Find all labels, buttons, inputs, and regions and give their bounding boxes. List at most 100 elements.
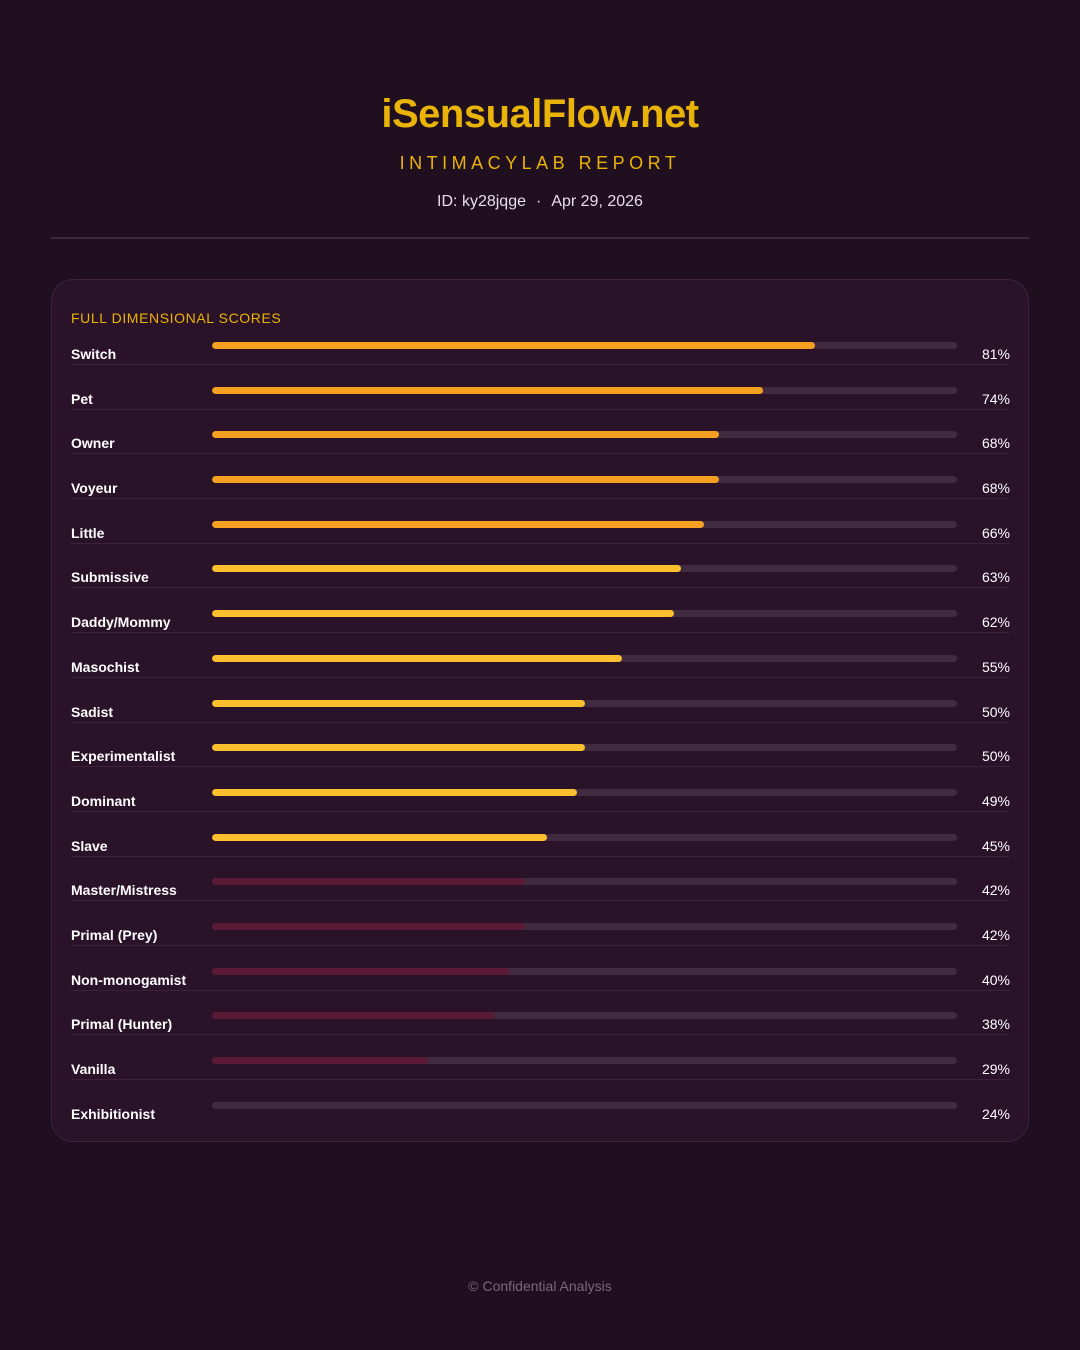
score-bar-track	[212, 744, 957, 752]
row-divider	[71, 721, 1010, 723]
score-bar-track	[212, 342, 957, 349]
score-value: 50%	[981, 748, 1010, 765]
score-row: Dominant 49%	[71, 783, 1010, 828]
header-divider	[51, 237, 1029, 239]
scores-card-title: FULL DIMENSIONAL SCORES	[71, 310, 282, 326]
score-bar-fill	[212, 878, 525, 886]
score-label: Submissive	[71, 569, 149, 586]
row-divider	[71, 766, 1010, 768]
row-divider	[71, 900, 1010, 902]
score-value: 63%	[981, 569, 1010, 586]
score-value: 66%	[981, 524, 1010, 541]
score-bar-track	[212, 476, 957, 484]
row-divider	[71, 542, 1010, 544]
row-divider	[71, 676, 1010, 678]
score-bar-track	[212, 699, 957, 707]
score-value: 29%	[981, 1061, 1010, 1077]
score-row: Experimentalist 50%	[71, 738, 1010, 783]
score-value: 50%	[981, 703, 1010, 720]
score-row: Primal (Prey) 42%	[71, 917, 1010, 962]
score-bar-track	[212, 610, 957, 618]
score-label: Exhibitionist	[71, 1105, 155, 1122]
row-divider	[71, 632, 1010, 634]
score-label: Masochist	[71, 658, 140, 675]
score-value: 62%	[981, 614, 1010, 631]
score-value: 55%	[981, 658, 1010, 675]
row-divider	[71, 944, 1010, 946]
score-value: 68%	[981, 435, 1010, 452]
row-divider	[71, 453, 1010, 455]
score-row: Owner 68%	[71, 425, 1010, 470]
score-label: Dominant	[71, 792, 136, 809]
score-bar-fill	[212, 386, 764, 394]
scores-card: FULL DIMENSIONAL SCORES Switch 81% Pet 74% O…	[51, 279, 1029, 1142]
score-value: 81%	[981, 346, 1010, 362]
score-label: Voyeur	[71, 480, 118, 497]
report-meta: ID: ky28jqge · Apr 29, 2026	[0, 191, 1080, 213]
row-divider	[71, 810, 1010, 812]
score-bar-fill	[212, 1012, 496, 1020]
score-bar-track	[212, 878, 957, 886]
row-divider	[71, 408, 1010, 410]
score-label: Pet	[71, 390, 93, 407]
score-bar-fill	[212, 744, 585, 752]
score-bar-fill	[212, 1057, 429, 1064]
score-label: Primal (Hunter)	[71, 1016, 173, 1033]
score-bar-track	[212, 654, 957, 662]
row-divider	[71, 364, 1010, 365]
score-row: Masochist 55%	[71, 649, 1010, 694]
score-bar-track	[212, 520, 957, 528]
score-label: Sadist	[71, 703, 114, 720]
row-divider	[71, 989, 1010, 991]
report-id: ID: ky28jqge	[437, 193, 526, 210]
score-value: 42%	[981, 926, 1010, 943]
score-label: Vanilla	[71, 1061, 116, 1077]
score-bar-fill	[212, 476, 719, 484]
meta-separator: ·	[535, 193, 542, 210]
score-row: Slave 45%	[71, 828, 1010, 873]
score-row: Non-monogamist 40%	[71, 962, 1010, 1007]
report-date: Apr 29, 2026	[551, 193, 643, 210]
score-value: 38%	[981, 1016, 1010, 1033]
score-bar-track	[212, 565, 957, 573]
row-divider	[71, 1079, 1010, 1080]
footer-note: © Confidential Analysis	[468, 1278, 612, 1294]
row-divider	[71, 587, 1010, 589]
score-label: Non-monogamist	[71, 971, 187, 988]
score-bar-fill	[212, 833, 548, 841]
score-bar-track	[212, 788, 957, 796]
score-bar-track	[212, 386, 957, 394]
score-bar-track	[212, 431, 957, 439]
score-row: Exhibitionist 24%	[71, 1096, 1010, 1141]
score-bar-track	[212, 1012, 957, 1020]
score-label: Daddy/Mommy	[71, 614, 171, 631]
score-value: 24%	[981, 1105, 1010, 1122]
score-value: 49%	[981, 792, 1010, 809]
score-bar-fill	[212, 565, 682, 573]
score-value: 74%	[981, 390, 1010, 407]
score-row: Little 66%	[71, 515, 1010, 560]
row-divider	[71, 855, 1010, 857]
score-bar-fill	[212, 431, 719, 439]
score-label: Experimentalist	[71, 748, 176, 765]
row-divider	[71, 498, 1010, 500]
score-value: 68%	[981, 480, 1010, 497]
score-bar-fill	[212, 342, 816, 349]
score-bar-track	[212, 1057, 957, 1064]
score-label: Primal (Prey)	[71, 926, 158, 943]
score-row: Pet 74%	[71, 381, 1010, 426]
score-row: Voyeur 68%	[71, 470, 1010, 515]
row-divider	[71, 1034, 1010, 1036]
score-bar-fill	[212, 922, 525, 930]
score-bar-track	[212, 833, 957, 841]
score-label: Switch	[71, 346, 117, 362]
score-bar-track	[212, 1101, 957, 1109]
score-value: 42%	[981, 882, 1010, 899]
score-bar-fill	[212, 654, 622, 662]
score-label: Slave	[71, 837, 108, 854]
score-bar-fill	[212, 967, 510, 975]
score-bar-track	[212, 922, 957, 930]
score-row: Primal (Hunter) 38%	[71, 1006, 1010, 1051]
score-label: Owner	[71, 435, 115, 452]
score-value: 45%	[981, 837, 1010, 854]
